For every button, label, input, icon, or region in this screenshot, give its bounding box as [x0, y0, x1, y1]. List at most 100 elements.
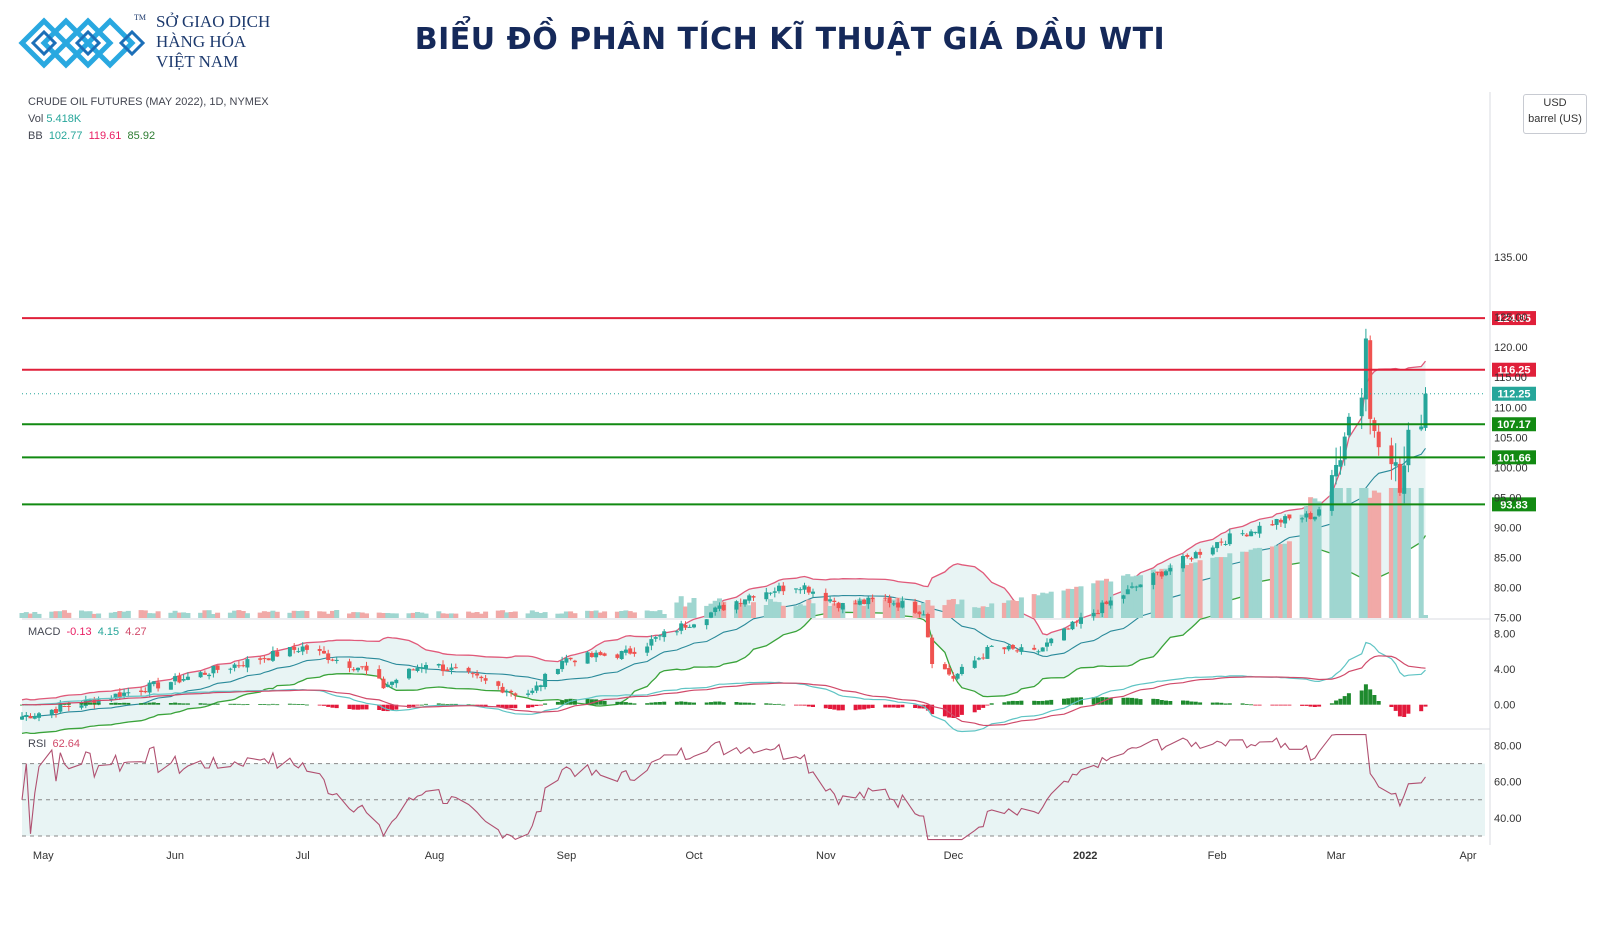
candle	[270, 646, 275, 662]
chart-area: 124.85116.25112.25107.17101.6693.8375.00…	[0, 86, 1599, 933]
macd-histogram-bar	[857, 704, 862, 710]
macd-histogram-bar	[453, 703, 458, 705]
volume-bar	[1210, 557, 1216, 618]
candle-body	[1074, 621, 1079, 623]
level-tag-support	[1492, 497, 1536, 512]
candle	[1249, 529, 1254, 537]
volume-bar	[57, 611, 63, 618]
macd-histogram-bar	[1283, 704, 1288, 706]
legend-macd-label: MACD	[28, 626, 61, 638]
candle-body	[564, 658, 569, 663]
macd-histogram-bar	[870, 704, 875, 708]
level-label: 107.17	[1497, 419, 1531, 431]
candle-body	[1346, 416, 1351, 436]
volume-bar	[359, 612, 365, 618]
candle	[1368, 335, 1373, 435]
volume-bar	[215, 612, 221, 618]
volume-bar	[79, 610, 84, 618]
candle-body	[1049, 638, 1054, 644]
macd-histogram-bar	[687, 702, 692, 705]
volume-bar	[36, 613, 42, 618]
candle-body	[1006, 645, 1011, 650]
candle	[1104, 600, 1109, 605]
candle-body	[483, 678, 488, 681]
macd-histogram-bar	[704, 702, 709, 705]
candle-body	[1100, 602, 1105, 614]
volume-bar	[1252, 548, 1258, 618]
volume-bar	[984, 607, 990, 618]
macd-histogram-bar	[768, 703, 773, 705]
candle	[560, 656, 565, 672]
price-tick-label: 135.00	[1494, 252, 1528, 264]
volume-bar	[113, 612, 119, 618]
volume-bar	[1163, 568, 1169, 618]
legend-rsi-label: RSI	[28, 738, 47, 750]
macd-histogram-bar	[415, 704, 420, 706]
macd-histogram-bar	[972, 704, 977, 713]
macd-histogram-bar	[794, 704, 798, 706]
macd-histogram-bar	[356, 704, 360, 710]
candle-body	[1219, 541, 1224, 543]
volume-bar	[176, 612, 182, 618]
macd-histogram-bar	[92, 702, 97, 705]
candle	[500, 683, 505, 694]
candle-body	[232, 664, 237, 668]
candle	[37, 712, 41, 722]
macd-histogram-bar	[1257, 704, 1262, 706]
candle-body	[1040, 647, 1045, 652]
macd-histogram-bar	[598, 700, 603, 705]
candle-body	[377, 669, 382, 679]
candle	[594, 650, 599, 662]
legend-bb: BB 102.77 119.61 85.92	[28, 130, 155, 142]
candle-body	[1066, 628, 1071, 630]
candle-body	[275, 651, 280, 657]
volume-bar	[1070, 589, 1075, 618]
candle	[632, 647, 637, 657]
candle-body	[441, 664, 445, 672]
candle-body	[317, 649, 322, 651]
volume-bar	[861, 605, 867, 618]
macd-histogram-bar	[113, 702, 118, 705]
candle	[334, 657, 339, 664]
unit-selector[interactable]: USD barrel (US)	[1523, 94, 1587, 134]
macd-histogram-bar	[798, 704, 803, 706]
candle	[1164, 569, 1168, 577]
macd-histogram-bar	[1308, 704, 1313, 707]
candle-body	[496, 681, 501, 686]
candle	[1372, 417, 1377, 438]
macd-histogram-bar	[947, 704, 952, 718]
macd-histogram-bar	[1376, 701, 1381, 705]
macd-histogram-bar	[823, 704, 828, 709]
volume-bar	[466, 611, 472, 618]
candle-body	[351, 669, 356, 671]
macd-histogram-bar	[896, 704, 901, 708]
candle-body	[1091, 612, 1096, 617]
candle-body	[734, 601, 739, 610]
volume-bar	[423, 613, 429, 618]
macd-histogram-bar	[1312, 704, 1317, 707]
candle-body	[394, 679, 399, 684]
candle	[287, 647, 292, 658]
candle	[1223, 540, 1228, 546]
level-tag-resistance	[1492, 362, 1536, 377]
candle-body	[266, 658, 271, 661]
volume-bar	[780, 605, 786, 618]
volume-bar	[589, 611, 595, 618]
macd-histogram-bar	[1397, 704, 1402, 717]
volume-bar	[538, 613, 544, 618]
volume-bar	[364, 613, 369, 618]
candle-body	[20, 716, 24, 720]
candle-body	[942, 664, 947, 670]
volume-bar	[257, 612, 263, 618]
candle-body	[156, 682, 161, 689]
candle	[1393, 443, 1398, 482]
volume-bar	[1065, 588, 1071, 618]
candle-body	[828, 599, 833, 602]
candle-body	[692, 624, 696, 628]
macd-histogram-bar	[1006, 701, 1011, 705]
macd-histogram-bar	[832, 704, 837, 710]
macd-histogram-bar	[202, 703, 207, 705]
macd-histogram-bar	[743, 702, 747, 705]
volume-bar	[1197, 560, 1203, 618]
volume-bar	[1388, 488, 1394, 618]
